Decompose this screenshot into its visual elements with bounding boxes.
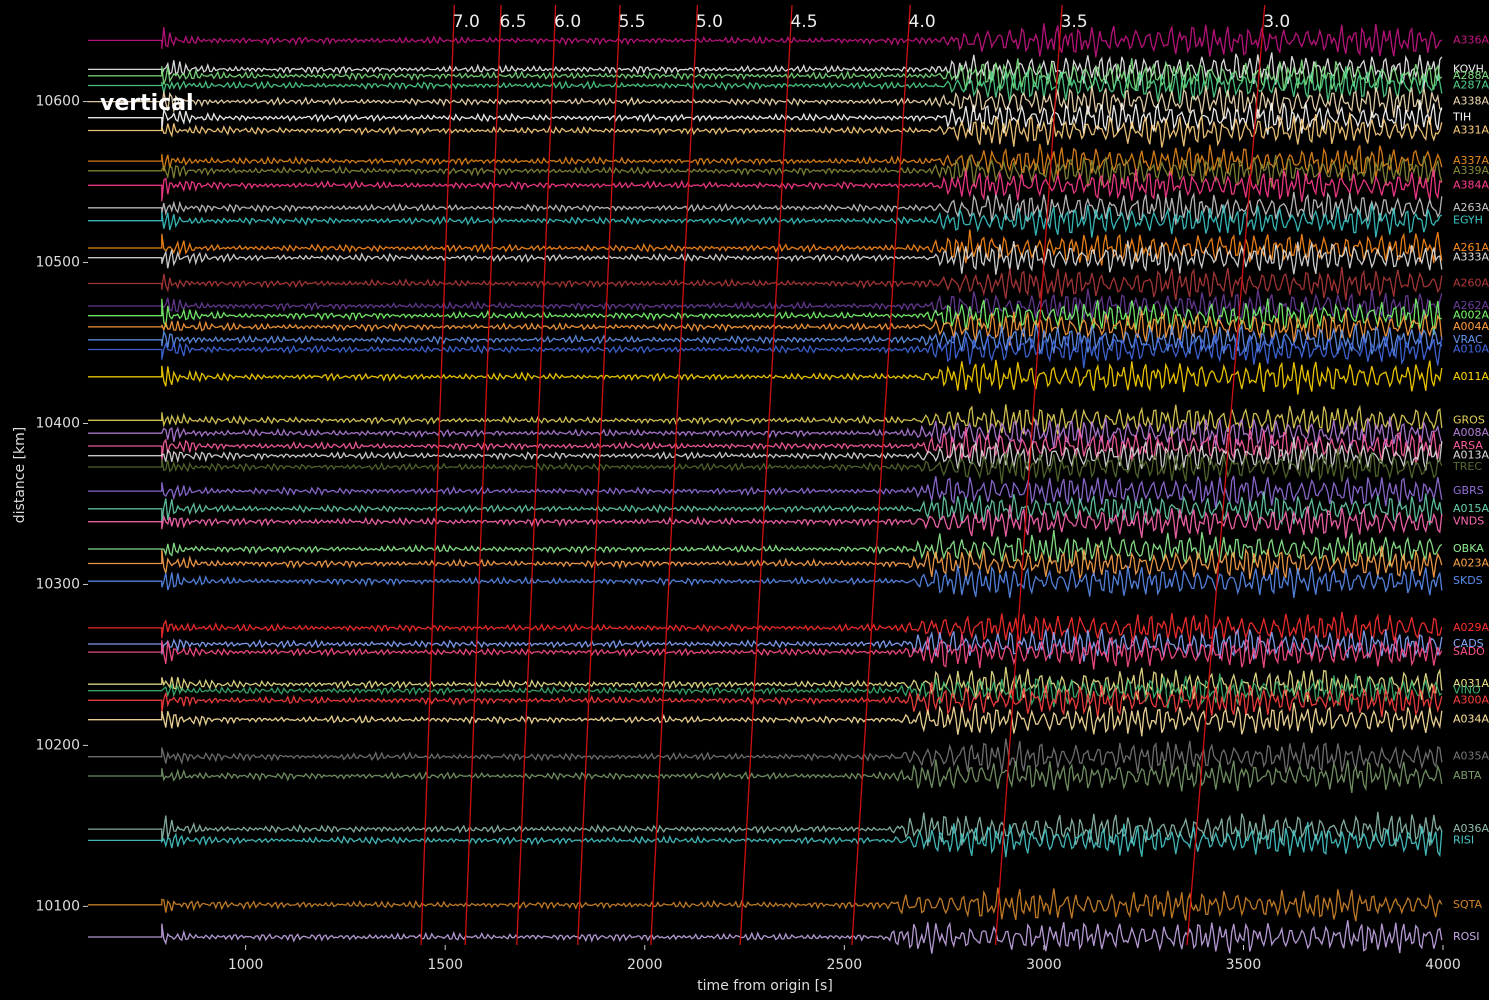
- x-tick-label: 3500: [1226, 957, 1262, 973]
- station-label: TREC: [1452, 460, 1482, 473]
- moveout-label: 6.0: [554, 12, 581, 32]
- station-label: A010A: [1453, 342, 1489, 355]
- moveout-label: 4.0: [909, 12, 936, 32]
- station-label: A011A: [1453, 370, 1489, 383]
- station-label: A339A: [1453, 164, 1489, 177]
- station-label: TIH: [1452, 111, 1471, 124]
- station-label: A384A: [1453, 178, 1489, 191]
- station-label: A336A: [1453, 33, 1489, 46]
- station-label: ROSI: [1453, 930, 1480, 943]
- station-label: GBRS: [1453, 484, 1484, 497]
- moveout-label: 5.5: [619, 12, 646, 32]
- station-label: SKDS: [1453, 574, 1483, 587]
- moveout-label: 6.5: [500, 12, 527, 32]
- chart: vertical time from origin [s] distance […: [0, 0, 1489, 1000]
- station-label: RISI: [1453, 833, 1474, 846]
- station-label: A029A: [1453, 621, 1489, 634]
- moveout-label: 5.0: [696, 12, 723, 32]
- y-tick-label: 10500: [35, 255, 80, 271]
- station-label: A287A: [1453, 78, 1489, 91]
- station-label: SQTA: [1453, 898, 1483, 911]
- station-label: SADO: [1453, 645, 1485, 658]
- station-label: ABTA: [1453, 769, 1482, 782]
- y-tick-label: 10200: [35, 737, 80, 753]
- station-label: EGYH: [1453, 214, 1483, 227]
- station-label: GROS: [1453, 413, 1485, 426]
- moveout-label: 3.0: [1263, 12, 1290, 32]
- y-tick-label: 10100: [35, 898, 80, 914]
- y-tick-label: 10400: [35, 415, 80, 431]
- y-tick-label: 10300: [35, 576, 80, 592]
- station-label: A263A: [1453, 201, 1489, 214]
- station-label: VNDS: [1453, 515, 1484, 528]
- x-tick-label: 2500: [827, 957, 863, 973]
- station-label: A338A: [1453, 95, 1489, 108]
- background: [0, 0, 1489, 1000]
- page: vertical time from origin [s] distance […: [0, 0, 1489, 1000]
- moveout-label: 3.5: [1061, 12, 1088, 32]
- y-tick-label: 10600: [35, 94, 80, 110]
- x-tick-label: 4000: [1425, 957, 1461, 973]
- station-label: OBKA: [1453, 542, 1484, 555]
- x-tick-label: 3000: [1026, 957, 1062, 973]
- x-tick-label: 1500: [427, 957, 463, 973]
- station-label: A035A: [1453, 750, 1489, 763]
- station-label: A331A: [1453, 124, 1489, 137]
- x-tick-label: 2000: [627, 957, 663, 973]
- panel-label: vertical: [100, 91, 194, 116]
- station-label: A023A: [1453, 557, 1489, 570]
- moveout-label: 4.5: [790, 12, 817, 32]
- y-axis-label: distance [km]: [12, 427, 28, 523]
- x-axis-label: time from origin [s]: [697, 978, 833, 994]
- station-label: A260A: [1453, 276, 1489, 289]
- station-label: A015A: [1453, 502, 1489, 515]
- station-label: A034A: [1453, 713, 1489, 726]
- station-label: A008A: [1453, 426, 1489, 439]
- station-label: A300A: [1453, 693, 1489, 706]
- moveout-label: 7.0: [453, 12, 480, 32]
- station-label: A333A: [1453, 251, 1489, 264]
- station-label: A004A: [1453, 320, 1489, 333]
- x-tick-label: 1000: [228, 957, 264, 973]
